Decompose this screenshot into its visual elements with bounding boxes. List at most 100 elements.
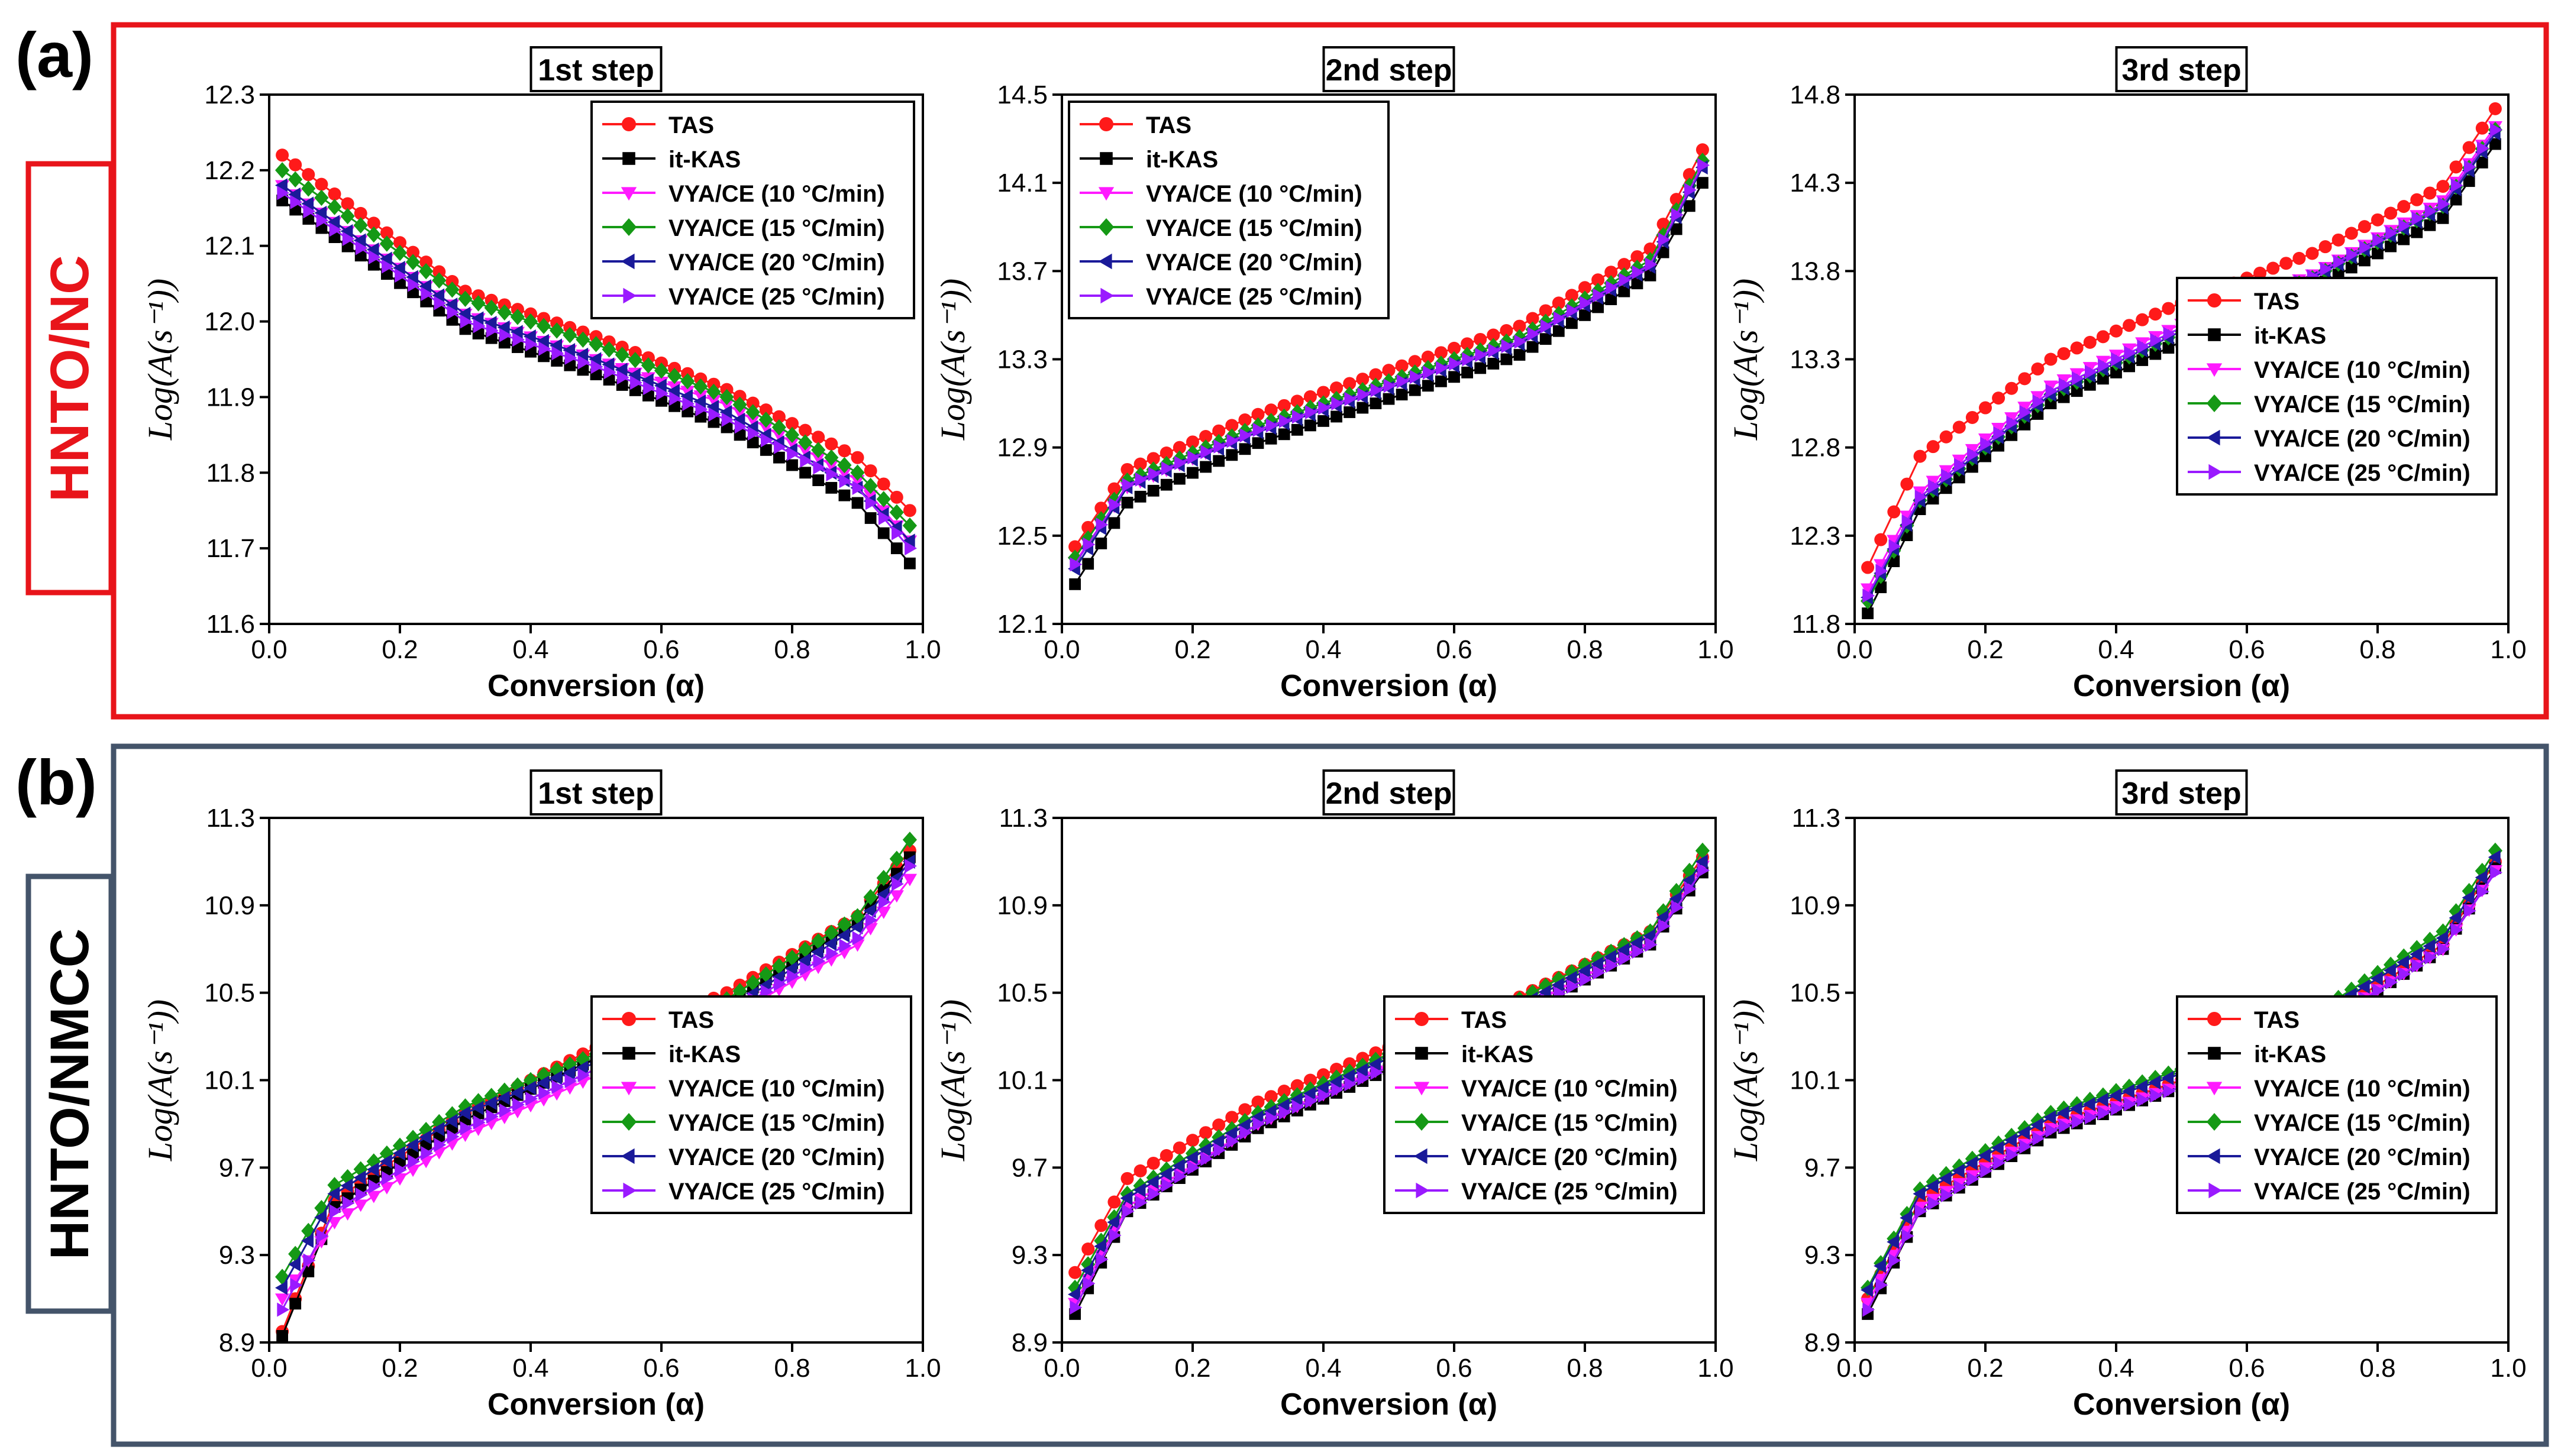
data-point bbox=[460, 1121, 473, 1135]
data-point bbox=[773, 451, 785, 464]
y-tick-label: 12.3 bbox=[204, 80, 255, 109]
data-point bbox=[824, 924, 839, 941]
legend-marker bbox=[622, 1047, 635, 1060]
data-point bbox=[2006, 415, 2019, 430]
legend-label: VYA/CE (10 °C/min) bbox=[2254, 1076, 2470, 1102]
data-point bbox=[865, 913, 878, 927]
group-b-letter: (b) bbox=[15, 746, 97, 818]
data-point bbox=[302, 168, 315, 182]
y-tick-label: 9.3 bbox=[1012, 1241, 1048, 1270]
data-point bbox=[1395, 359, 1409, 373]
data-point bbox=[276, 1330, 288, 1342]
legend-label: VYA/CE (20 °C/min) bbox=[2254, 1144, 2470, 1170]
legend-label: VYA/CE (10 °C/min) bbox=[668, 181, 885, 207]
data-point bbox=[1304, 419, 1316, 432]
data-point bbox=[510, 309, 525, 325]
y-tick-label: 13.8 bbox=[1790, 257, 1840, 286]
data-point bbox=[1513, 319, 1526, 333]
data-point bbox=[314, 205, 327, 221]
data-point bbox=[2372, 233, 2385, 248]
x-tick-label: 0.2 bbox=[1174, 635, 1210, 664]
x-tick-label: 0.6 bbox=[643, 635, 679, 664]
data-point bbox=[2346, 247, 2359, 262]
data-point bbox=[852, 931, 865, 946]
y-tick-label: 12.0 bbox=[204, 308, 255, 337]
data-point bbox=[447, 1129, 460, 1144]
data-point bbox=[2135, 1079, 2147, 1094]
data-point bbox=[1682, 873, 1695, 888]
data-point bbox=[525, 1091, 538, 1106]
data-point bbox=[838, 444, 851, 458]
data-point bbox=[1344, 406, 1356, 418]
data-point bbox=[1900, 477, 1914, 491]
data-point bbox=[1593, 965, 1606, 980]
data-point bbox=[1526, 312, 1539, 325]
data-point bbox=[1238, 1118, 1251, 1133]
data-point bbox=[1861, 561, 1875, 574]
data-point bbox=[1278, 428, 1290, 441]
chart-4: 0.0 0.2 0.4 0.6 0.8 1.0 8.9 9.3 9.7 10.1 10.5 10.9 1… bbox=[141, 769, 941, 1422]
data-point bbox=[471, 1101, 484, 1115]
data-point bbox=[654, 378, 667, 393]
y-tick-label: 14.8 bbox=[1790, 80, 1840, 109]
data-point bbox=[2108, 1088, 2121, 1103]
data-point bbox=[1330, 410, 1342, 423]
data-point bbox=[1551, 978, 1564, 992]
data-point bbox=[876, 869, 891, 886]
data-point bbox=[353, 217, 368, 234]
legend-label: it-KAS bbox=[2254, 323, 2326, 349]
data-point bbox=[538, 341, 551, 356]
data-point bbox=[2137, 1092, 2150, 1107]
data-point bbox=[2279, 257, 2293, 270]
data-point bbox=[2449, 910, 2462, 926]
x-tick-label: 0.0 bbox=[251, 1354, 287, 1383]
data-point bbox=[1952, 1163, 1965, 1178]
data-point bbox=[1277, 1084, 1291, 1098]
data-point bbox=[1357, 387, 1370, 402]
data-point bbox=[303, 204, 316, 219]
data-point bbox=[1539, 333, 1552, 345]
data-point bbox=[1565, 289, 1578, 302]
data-point bbox=[2385, 975, 2398, 990]
y-tick-label: 10.5 bbox=[997, 979, 1048, 1008]
data-point bbox=[1606, 280, 1619, 295]
x-tick-label: 0.2 bbox=[1967, 635, 2003, 664]
title-box bbox=[1322, 46, 1455, 92]
data-point bbox=[1107, 1195, 1121, 1209]
data-point bbox=[2385, 225, 2398, 240]
data-point bbox=[1330, 381, 1344, 394]
data-point bbox=[2450, 923, 2463, 937]
data-point bbox=[445, 281, 460, 298]
data-point bbox=[2058, 377, 2071, 392]
legend-marker bbox=[622, 117, 636, 131]
data-point bbox=[1290, 394, 1304, 408]
data-point bbox=[1888, 555, 1900, 567]
data-point bbox=[667, 367, 682, 384]
x-tick-label: 0.4 bbox=[2098, 635, 2134, 664]
x-tick-label: 0.0 bbox=[251, 635, 287, 664]
legend-marker bbox=[2206, 429, 2220, 446]
legend-marker bbox=[623, 287, 637, 304]
data-point bbox=[1264, 1104, 1277, 1119]
legend-label: VYA/CE (15 °C/min) bbox=[668, 215, 885, 241]
data-point bbox=[1174, 455, 1187, 470]
legend-marker bbox=[1416, 1182, 1430, 1199]
data-point bbox=[2463, 160, 2476, 174]
data-point bbox=[576, 347, 589, 362]
data-point bbox=[1422, 380, 1434, 392]
data-point bbox=[2110, 324, 2123, 338]
data-point bbox=[471, 1093, 486, 1109]
y-axis-label: Log(A(s⁻¹)) bbox=[1726, 279, 1765, 441]
data-point bbox=[2424, 950, 2437, 965]
data-point bbox=[1979, 450, 1991, 462]
data-point bbox=[1501, 339, 1514, 354]
legend-marker bbox=[622, 1012, 636, 1026]
data-point bbox=[719, 405, 732, 420]
x-tick-label: 0.6 bbox=[2229, 1354, 2265, 1383]
data-point bbox=[1212, 1118, 1226, 1132]
chart-6: 0.0 0.2 0.4 0.6 0.8 1.0 8.9 9.3 9.7 10.1 10.5 10.9 1… bbox=[1726, 769, 2527, 1422]
chart-title: 3rd step bbox=[2121, 53, 2241, 88]
data-point bbox=[1592, 301, 1604, 313]
y-tick-label: 11.8 bbox=[206, 458, 255, 487]
data-point bbox=[747, 426, 760, 441]
